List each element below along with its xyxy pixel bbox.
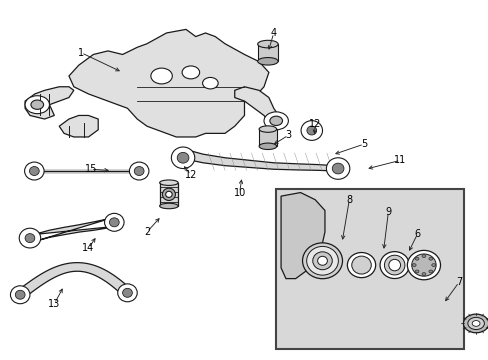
Text: 11: 11 bbox=[394, 155, 406, 165]
Circle shape bbox=[31, 100, 43, 109]
Circle shape bbox=[202, 77, 218, 89]
Polygon shape bbox=[59, 116, 98, 137]
Ellipse shape bbox=[19, 228, 41, 248]
Circle shape bbox=[421, 255, 425, 257]
Polygon shape bbox=[16, 263, 132, 298]
Ellipse shape bbox=[29, 167, 39, 176]
Circle shape bbox=[428, 270, 432, 273]
Text: 10: 10 bbox=[233, 188, 245, 198]
Ellipse shape bbox=[306, 247, 338, 275]
Text: 7: 7 bbox=[455, 277, 461, 287]
Polygon shape bbox=[281, 193, 325, 279]
Polygon shape bbox=[25, 87, 74, 119]
Ellipse shape bbox=[118, 284, 137, 302]
Circle shape bbox=[431, 264, 435, 266]
Ellipse shape bbox=[24, 162, 44, 180]
Bar bbox=[159, 183, 178, 206]
Ellipse shape bbox=[326, 158, 349, 179]
Text: 5: 5 bbox=[360, 139, 366, 149]
Ellipse shape bbox=[346, 252, 375, 278]
Circle shape bbox=[421, 273, 425, 275]
Ellipse shape bbox=[331, 163, 343, 174]
Circle shape bbox=[414, 270, 418, 273]
Ellipse shape bbox=[411, 254, 435, 276]
Circle shape bbox=[269, 116, 282, 126]
Polygon shape bbox=[234, 87, 278, 123]
Circle shape bbox=[414, 257, 418, 260]
Ellipse shape bbox=[351, 256, 370, 274]
Text: 15: 15 bbox=[84, 164, 97, 174]
Ellipse shape bbox=[407, 250, 440, 280]
Polygon shape bbox=[69, 30, 268, 137]
Ellipse shape bbox=[259, 126, 276, 132]
Ellipse shape bbox=[379, 252, 408, 279]
Polygon shape bbox=[34, 218, 113, 242]
Circle shape bbox=[467, 318, 484, 329]
Circle shape bbox=[411, 264, 415, 266]
Circle shape bbox=[471, 320, 479, 326]
Ellipse shape bbox=[257, 58, 278, 65]
Text: 3: 3 bbox=[285, 130, 291, 140]
Ellipse shape bbox=[15, 290, 25, 299]
Circle shape bbox=[264, 112, 288, 130]
Ellipse shape bbox=[134, 167, 144, 176]
Ellipse shape bbox=[159, 203, 178, 209]
Text: 14: 14 bbox=[82, 243, 94, 253]
Ellipse shape bbox=[312, 252, 331, 270]
Ellipse shape bbox=[10, 286, 30, 304]
Ellipse shape bbox=[122, 288, 132, 297]
Circle shape bbox=[182, 66, 199, 79]
Ellipse shape bbox=[109, 218, 119, 227]
Circle shape bbox=[463, 314, 488, 333]
Polygon shape bbox=[183, 150, 335, 171]
Ellipse shape bbox=[259, 143, 276, 149]
Ellipse shape bbox=[301, 121, 322, 140]
Ellipse shape bbox=[129, 162, 149, 180]
Bar bbox=[259, 129, 276, 146]
Bar bbox=[276, 189, 463, 348]
Text: 9: 9 bbox=[385, 207, 390, 217]
Text: 2: 2 bbox=[143, 227, 150, 237]
Text: 12: 12 bbox=[308, 120, 321, 129]
Text: 6: 6 bbox=[414, 229, 420, 239]
Ellipse shape bbox=[171, 147, 194, 168]
Text: 13: 13 bbox=[48, 299, 61, 309]
Ellipse shape bbox=[306, 126, 316, 135]
Circle shape bbox=[428, 257, 432, 260]
Ellipse shape bbox=[159, 180, 178, 185]
Circle shape bbox=[25, 96, 49, 114]
Circle shape bbox=[151, 68, 172, 84]
Text: 12: 12 bbox=[184, 170, 197, 180]
Ellipse shape bbox=[384, 255, 404, 275]
Ellipse shape bbox=[177, 152, 188, 163]
Ellipse shape bbox=[388, 259, 400, 271]
Ellipse shape bbox=[302, 243, 342, 279]
Ellipse shape bbox=[257, 40, 278, 48]
Ellipse shape bbox=[317, 256, 327, 265]
Text: 4: 4 bbox=[270, 28, 276, 38]
Ellipse shape bbox=[165, 191, 172, 197]
Ellipse shape bbox=[104, 213, 124, 231]
Bar bbox=[257, 44, 278, 61]
Text: 8: 8 bbox=[346, 195, 352, 205]
Ellipse shape bbox=[25, 234, 35, 243]
Ellipse shape bbox=[162, 188, 175, 201]
Text: 1: 1 bbox=[78, 48, 84, 58]
